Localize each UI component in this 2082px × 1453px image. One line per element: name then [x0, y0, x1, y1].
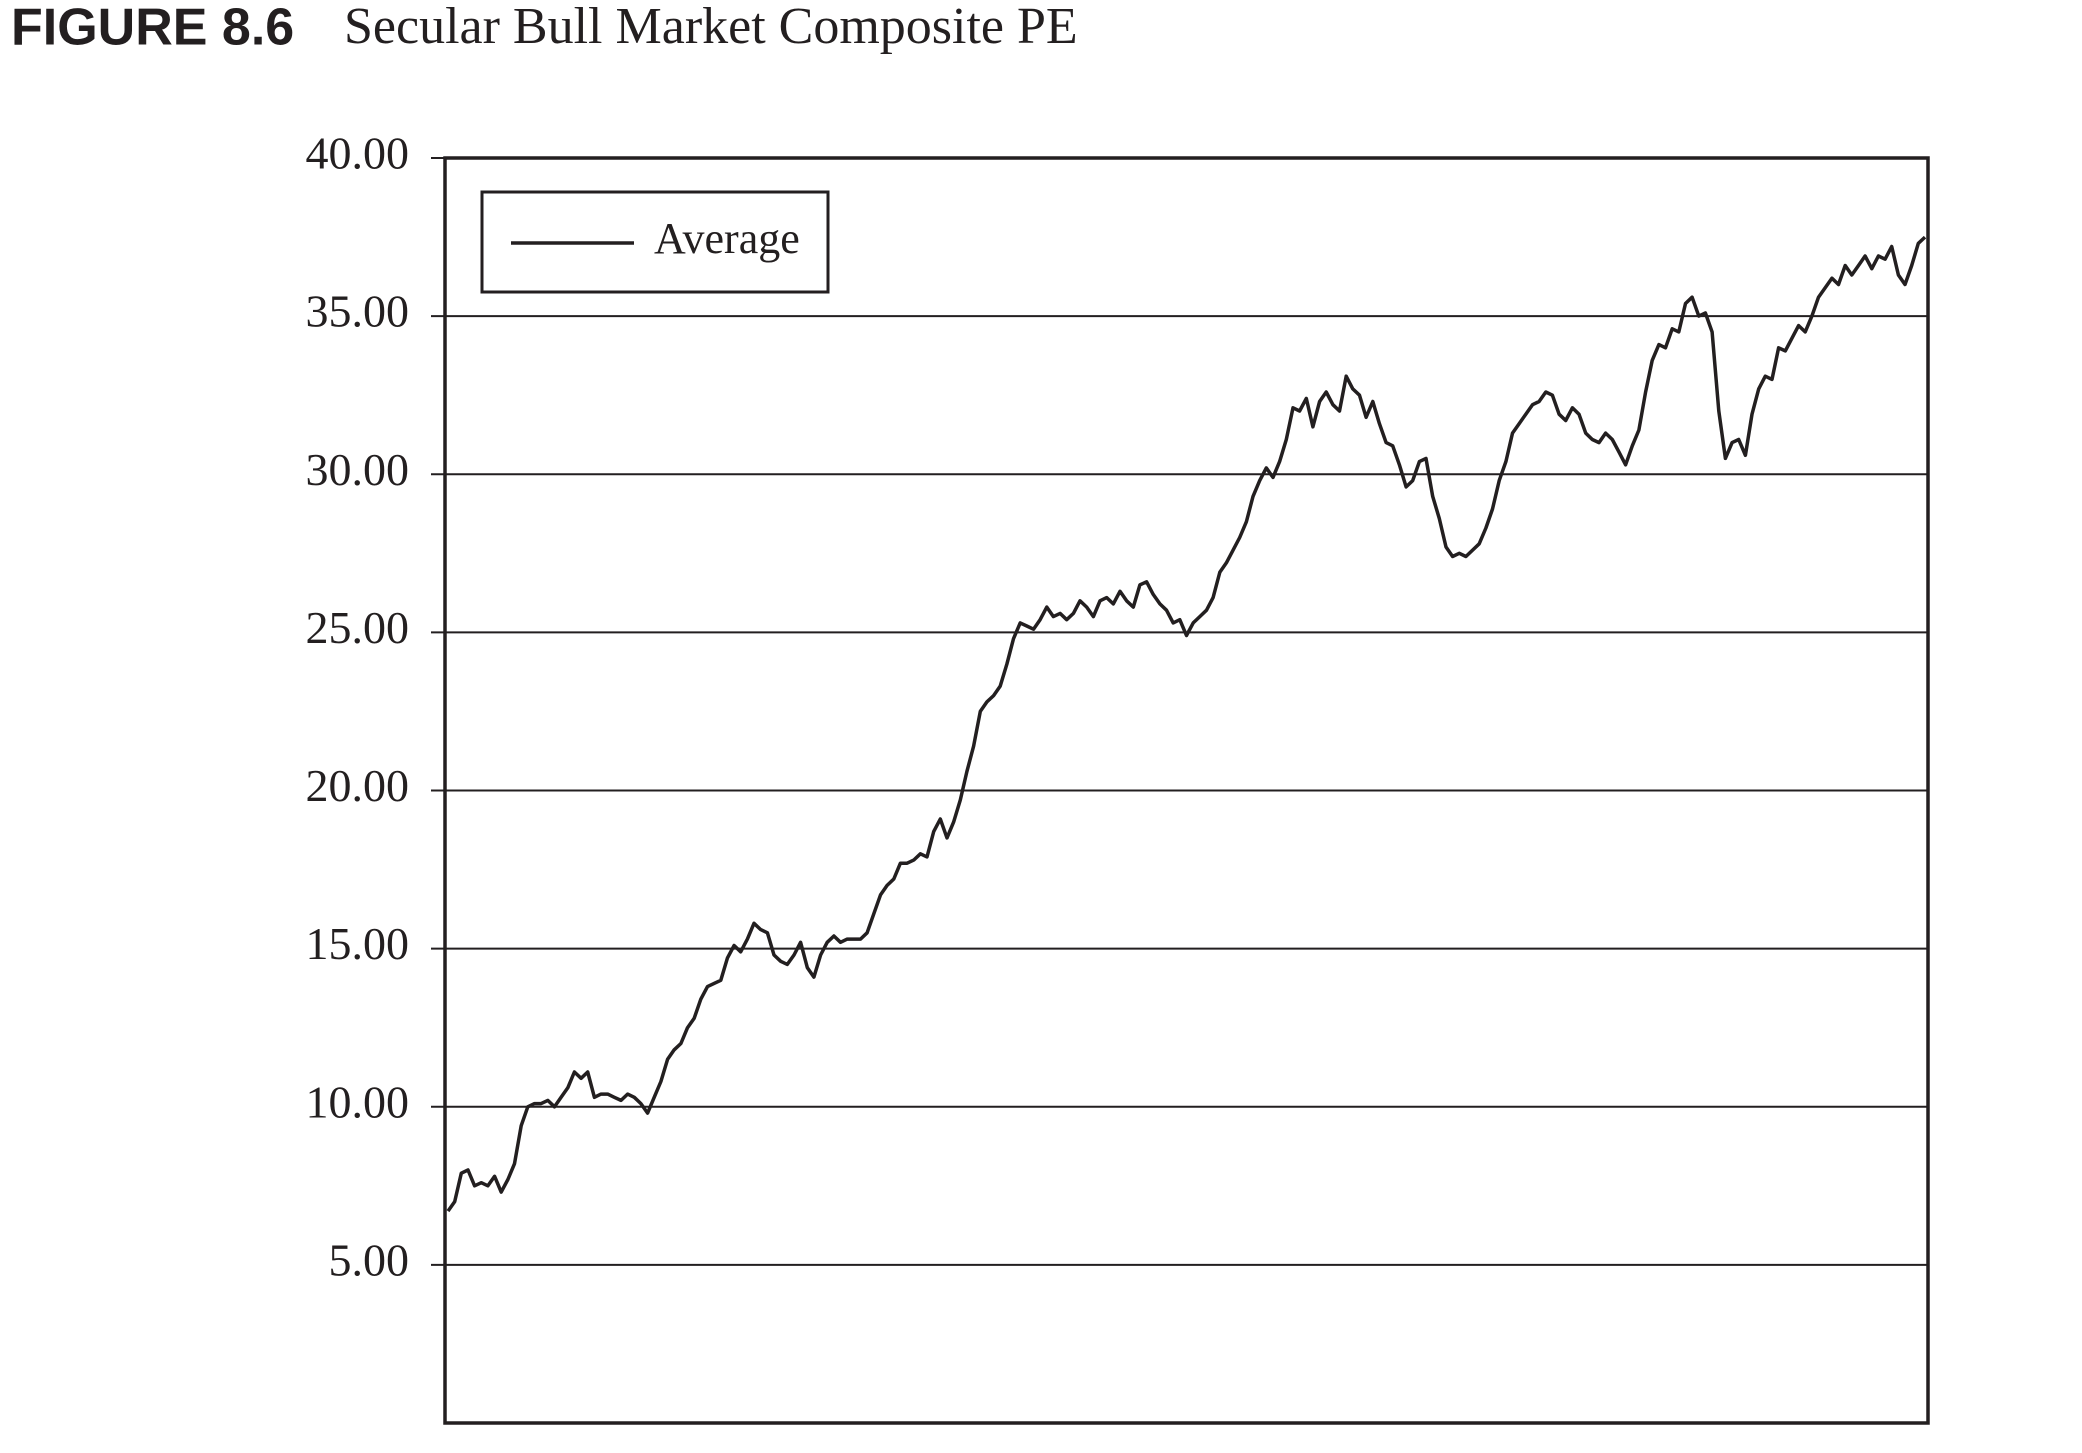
y-tick-label: 15.00: [306, 918, 410, 969]
data-line: [446, 235, 1927, 1213]
y-tick-label: 30.00: [306, 444, 410, 495]
y-tick-label: 20.00: [306, 760, 410, 811]
y-tick-label: 40.00: [306, 128, 410, 179]
y-tick-label: 10.00: [306, 1076, 410, 1127]
chart-title: Secular Bull Market Composite PE: [344, 0, 1078, 55]
figure-label: FIGURE 8.6: [11, 0, 294, 57]
y-tick-label: 25.00: [306, 602, 410, 653]
legend-label: Average: [654, 214, 800, 263]
plot-frame: [443, 156, 1930, 1425]
y-tick-label: 5.00: [329, 1234, 410, 1285]
y-tick-label: 35.00: [306, 286, 410, 337]
